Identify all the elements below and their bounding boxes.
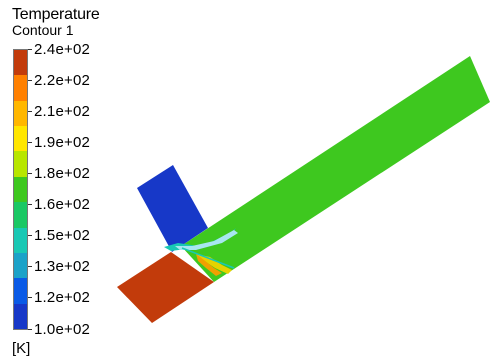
- tick-label: 1.3e+02: [34, 258, 91, 276]
- tick-mark: [28, 48, 32, 50]
- colorbar-band: [14, 176, 27, 203]
- tick-mark: [28, 235, 32, 237]
- tick-label: 2.4e+02: [34, 40, 91, 58]
- mixing-zone-light: [175, 230, 238, 250]
- colorbar-tick: 1.6e+02: [28, 195, 90, 215]
- tick-mark: [28, 328, 32, 330]
- colorbar-band: [14, 278, 27, 304]
- colorbar-tick: 1.8e+02: [28, 163, 90, 183]
- legend-unit: [K]: [12, 340, 31, 357]
- mixing-zone-cyan: [164, 228, 236, 251]
- tick-label: 1.5e+02: [34, 227, 91, 245]
- hot-inlet-region: [117, 252, 214, 323]
- tick-label: 1.8e+02: [34, 164, 91, 182]
- mixing-zone-orange: [196, 254, 222, 276]
- cold-inlet-region: [137, 165, 208, 252]
- tick-label: 2.2e+02: [34, 71, 91, 89]
- colorbar-tick: 1.0e+02: [28, 319, 90, 339]
- colorbar-band: [14, 202, 27, 228]
- tick-label: 2.1e+02: [34, 102, 91, 120]
- colorbar-band: [14, 151, 27, 177]
- tick-label: 1.2e+02: [34, 289, 91, 307]
- tick-label: 1.6e+02: [34, 196, 91, 214]
- tick-mark: [28, 141, 32, 143]
- mixing-streak-cyan: [181, 247, 235, 269]
- colorbar-tick: 1.9e+02: [28, 132, 90, 152]
- mixing-zone-yellow: [196, 254, 232, 274]
- colorbar-tick: 1.5e+02: [28, 226, 90, 246]
- legend-title: Temperature: [12, 6, 100, 23]
- colorbar-band: [14, 50, 27, 76]
- colorbar-tick-labels: 2.4e+02 2.2e+02 2.1e+02 1.9e+02 1.8e+02 1.6e+…: [28, 41, 148, 338]
- colorbar-band: [14, 75, 27, 101]
- tick-label: 1.9e+02: [34, 133, 91, 151]
- colorbar-tick: 1.2e+02: [28, 288, 90, 308]
- colorbar-band: [14, 100, 27, 127]
- temperature-colorbar: [13, 49, 28, 330]
- colorbar-tick: 2.4e+02: [28, 39, 90, 59]
- tick-mark: [28, 110, 32, 112]
- colorbar-tick: 2.1e+02: [28, 101, 90, 121]
- colorbar-tick: 2.2e+02: [28, 70, 90, 90]
- colorbar-band: [14, 252, 27, 279]
- legend-subtitle: Contour 1: [12, 22, 74, 38]
- colorbar-tick: 1.3e+02: [28, 257, 90, 277]
- tick-mark: [28, 204, 32, 206]
- tick-mark: [28, 172, 32, 174]
- main-pipe-region: [181, 56, 490, 282]
- colorbar-band: [14, 126, 27, 152]
- tick-mark: [28, 79, 32, 81]
- colorbar-band: [14, 227, 27, 253]
- tick-mark: [28, 266, 32, 268]
- tick-label: 1.0e+02: [34, 320, 91, 338]
- colorbar-band: [14, 303, 27, 329]
- tick-mark: [28, 297, 32, 299]
